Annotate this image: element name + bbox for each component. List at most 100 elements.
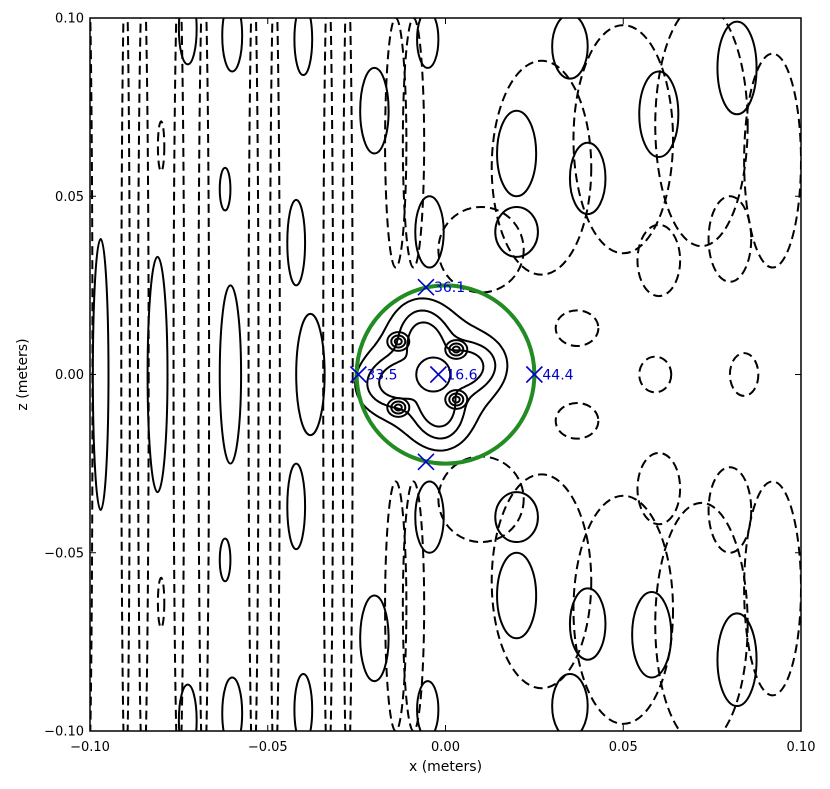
chart-overlay: 36.1 33.5 16.6 44.4 bbox=[349, 278, 574, 471]
x-tick-label: 0.00 bbox=[431, 740, 460, 755]
contour-lines bbox=[90, 18, 801, 731]
negative-contour bbox=[268, 18, 281, 731]
positive-contour bbox=[146, 255, 169, 494]
positive-contour bbox=[496, 551, 538, 640]
x-marker bbox=[349, 365, 367, 384]
positive-contour bbox=[221, 676, 244, 731]
negative-contour bbox=[156, 576, 166, 629]
negative-contour bbox=[156, 120, 166, 173]
negative-contour bbox=[120, 18, 131, 731]
negative-contour bbox=[554, 402, 600, 440]
negative-contour bbox=[636, 223, 682, 298]
negative-contour bbox=[654, 501, 749, 731]
positive-contour bbox=[496, 109, 538, 198]
negative-contour bbox=[322, 18, 335, 731]
inner-contour bbox=[390, 334, 407, 349]
x-tick-label: −0.05 bbox=[248, 740, 288, 755]
x-tick-label: −0.10 bbox=[70, 740, 110, 755]
negative-contour bbox=[341, 18, 354, 731]
negative-contour bbox=[401, 18, 426, 269]
positive-contour bbox=[359, 594, 390, 683]
marker-label: 33.5 bbox=[366, 368, 397, 384]
positive-contour bbox=[293, 672, 314, 731]
negative-contour bbox=[136, 18, 150, 731]
negative-contour bbox=[654, 18, 749, 248]
inner-contour bbox=[386, 397, 411, 418]
positive-contour bbox=[414, 195, 445, 269]
negative-contour bbox=[197, 18, 211, 731]
positive-contour bbox=[631, 590, 673, 679]
positive-contour bbox=[218, 537, 232, 583]
x-tick-label: 0.10 bbox=[787, 740, 816, 755]
positive-contour bbox=[359, 66, 390, 155]
y-tick-label: 0.10 bbox=[55, 12, 84, 27]
positive-contour bbox=[494, 205, 539, 258]
negative-contour bbox=[638, 355, 673, 394]
inner-contour bbox=[448, 392, 465, 407]
x-marker bbox=[417, 453, 435, 471]
positive-contour bbox=[568, 141, 607, 216]
inner-contour bbox=[366, 309, 497, 440]
negative-contour bbox=[490, 473, 593, 690]
negative-contour bbox=[572, 494, 675, 725]
y-axis-title: z (meters) bbox=[15, 338, 31, 410]
inner-contour bbox=[451, 345, 461, 354]
y-tick-label: 0.00 bbox=[55, 368, 84, 383]
y-tick-label: 0.05 bbox=[55, 190, 84, 205]
positive-contour bbox=[716, 20, 758, 116]
inner-contour bbox=[393, 403, 403, 412]
inner-contour bbox=[393, 337, 403, 346]
y-tick-label: −0.05 bbox=[44, 546, 84, 561]
negative-contour bbox=[728, 352, 760, 397]
positive-contour bbox=[638, 70, 680, 159]
inner-contour bbox=[390, 400, 407, 415]
x-tick-label: 0.05 bbox=[609, 740, 638, 755]
positive-contour bbox=[568, 587, 607, 661]
positive-contour bbox=[295, 312, 326, 437]
x-marker bbox=[525, 365, 543, 384]
y-tick-label: −0.10 bbox=[44, 725, 84, 740]
inner-contour bbox=[386, 331, 411, 352]
inner-contour bbox=[444, 339, 469, 360]
negative-contour bbox=[554, 309, 600, 347]
positive-contour bbox=[221, 18, 244, 73]
x-axis-title: x (meters) bbox=[409, 759, 482, 775]
marker-label: 16.6 bbox=[446, 368, 477, 384]
positive-contour bbox=[218, 284, 243, 465]
positive-contour bbox=[416, 680, 440, 731]
negative-contour bbox=[707, 466, 753, 554]
positive-contour bbox=[177, 18, 198, 66]
negative-contour bbox=[437, 455, 525, 544]
positive-contour bbox=[494, 491, 539, 544]
negative-contour bbox=[743, 480, 801, 697]
inner-contour bbox=[451, 395, 461, 404]
positive-contour bbox=[551, 672, 589, 731]
negative-contour bbox=[707, 195, 753, 283]
positive-contour bbox=[286, 198, 307, 287]
positive-contour bbox=[177, 683, 198, 731]
negative-contour bbox=[384, 18, 408, 269]
positive-contour bbox=[414, 480, 445, 554]
inner-contour bbox=[448, 342, 465, 357]
marker-label: 44.4 bbox=[542, 368, 573, 384]
positive-contour bbox=[716, 612, 758, 708]
negative-contour bbox=[636, 451, 682, 526]
negative-contour bbox=[743, 52, 801, 269]
positive-contour bbox=[293, 18, 314, 77]
inner-contour bbox=[378, 321, 485, 428]
inner-contour bbox=[444, 389, 469, 410]
marker-label: 36.1 bbox=[434, 280, 465, 296]
negative-contour bbox=[172, 18, 186, 731]
negative-contour bbox=[90, 18, 94, 731]
negative-contour bbox=[247, 18, 260, 731]
positive-contour bbox=[416, 18, 440, 69]
x-marker bbox=[417, 278, 435, 296]
positive-contour bbox=[218, 166, 232, 212]
positive-contour bbox=[551, 18, 589, 80]
negative-contour bbox=[490, 59, 593, 276]
x-marker bbox=[429, 365, 447, 384]
negative-contour bbox=[437, 205, 525, 294]
inner-contour bbox=[415, 356, 452, 393]
negative-contour bbox=[572, 24, 675, 255]
